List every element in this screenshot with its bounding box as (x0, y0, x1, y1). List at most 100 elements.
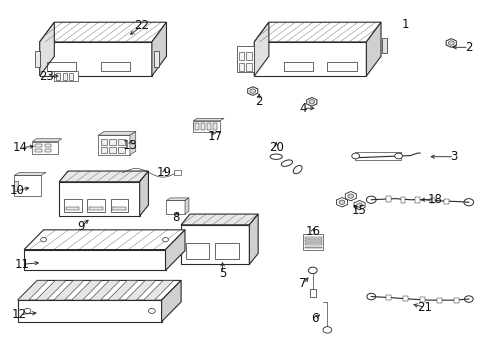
Text: 1: 1 (401, 18, 408, 31)
Bar (62, 73, 66, 80)
Bar (206, 123, 210, 130)
Polygon shape (237, 45, 254, 72)
Circle shape (323, 327, 331, 333)
Text: 21: 21 (417, 301, 431, 314)
Polygon shape (54, 280, 84, 300)
Circle shape (308, 100, 314, 104)
Polygon shape (181, 225, 249, 264)
Bar (402, 296, 407, 301)
Bar (47, 62, 76, 71)
Bar (118, 139, 124, 145)
Polygon shape (161, 280, 181, 321)
Polygon shape (72, 280, 102, 300)
Bar (89, 207, 102, 211)
Polygon shape (184, 198, 188, 214)
Bar (109, 139, 116, 145)
Polygon shape (254, 22, 380, 42)
Text: 6: 6 (311, 311, 318, 325)
Polygon shape (98, 132, 136, 135)
Circle shape (24, 309, 31, 314)
Bar (185, 243, 209, 259)
Bar (303, 234, 323, 250)
Bar (305, 237, 321, 239)
Bar (98, 135, 130, 155)
Bar (245, 52, 251, 60)
Text: 17: 17 (207, 130, 223, 144)
Bar (44, 144, 51, 147)
Bar (419, 297, 424, 302)
Text: 7: 7 (299, 278, 306, 291)
Polygon shape (40, 22, 166, 42)
Polygon shape (254, 22, 268, 76)
Text: 23: 23 (40, 69, 54, 82)
Circle shape (148, 309, 155, 314)
Bar (283, 62, 312, 71)
Polygon shape (125, 280, 156, 300)
Polygon shape (18, 280, 48, 300)
Text: 11: 11 (15, 258, 30, 271)
Bar (64, 199, 81, 212)
Bar (32, 141, 58, 154)
Text: 12: 12 (12, 308, 27, 321)
Bar (309, 289, 315, 297)
Bar (101, 139, 107, 145)
Polygon shape (40, 42, 152, 76)
Circle shape (308, 267, 317, 274)
Polygon shape (89, 280, 120, 300)
Bar (436, 298, 441, 303)
Circle shape (41, 238, 46, 242)
Polygon shape (193, 118, 224, 121)
Bar (44, 149, 51, 152)
Bar (305, 240, 321, 242)
Circle shape (347, 194, 353, 198)
Polygon shape (165, 230, 184, 270)
Bar (453, 298, 458, 303)
Bar (56, 73, 60, 80)
Bar (305, 243, 321, 245)
Polygon shape (59, 182, 140, 216)
Bar (14, 175, 41, 196)
Bar (429, 198, 434, 203)
Text: 10: 10 (9, 184, 24, 197)
Text: 3: 3 (449, 150, 457, 163)
Text: 4: 4 (299, 102, 306, 115)
Bar (65, 207, 79, 211)
Polygon shape (24, 230, 184, 249)
Bar (35, 144, 41, 147)
Bar (14, 181, 18, 191)
Bar (54, 71, 78, 81)
Text: 2: 2 (255, 95, 263, 108)
Bar (385, 295, 390, 300)
Circle shape (338, 200, 344, 204)
Polygon shape (166, 198, 188, 201)
Text: 8: 8 (172, 211, 180, 224)
Bar (173, 170, 181, 175)
Circle shape (447, 41, 453, 45)
Text: 9: 9 (77, 220, 85, 233)
Text: 5: 5 (219, 267, 226, 280)
Text: 22: 22 (134, 19, 149, 32)
Text: 16: 16 (305, 225, 320, 238)
Bar (193, 121, 220, 132)
Circle shape (356, 203, 362, 207)
Bar (327, 62, 356, 71)
Circle shape (351, 153, 359, 159)
Bar (400, 197, 405, 203)
Polygon shape (181, 214, 258, 225)
Polygon shape (254, 42, 366, 76)
Bar (238, 63, 244, 71)
Polygon shape (143, 280, 174, 300)
Bar (101, 147, 107, 153)
Bar (414, 197, 419, 203)
Polygon shape (107, 280, 138, 300)
Bar (69, 73, 73, 80)
Bar (111, 199, 128, 212)
Polygon shape (24, 249, 165, 270)
Polygon shape (366, 22, 380, 76)
Bar (35, 51, 40, 67)
Text: 13: 13 (122, 139, 137, 152)
Bar (101, 62, 130, 71)
Polygon shape (59, 171, 148, 182)
Bar (154, 51, 159, 67)
Bar (87, 199, 105, 212)
